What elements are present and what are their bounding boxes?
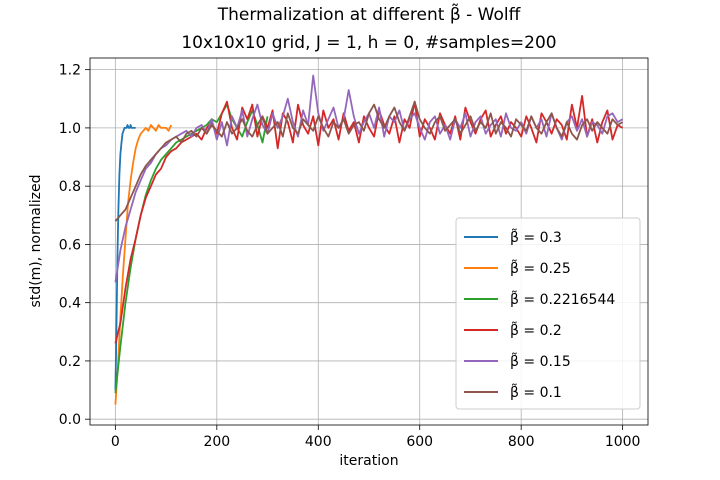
- x-tick-label: 200: [203, 434, 230, 450]
- y-tick-label: 1.2: [59, 63, 81, 79]
- legend-label-1: β̃ = 0.25: [510, 259, 571, 277]
- y-tick-label: 0.4: [59, 296, 81, 312]
- series-layer: [114, 74, 624, 405]
- legend-label-5: β̃ = 0.1: [510, 383, 562, 401]
- legend-label-4: β̃ = 0.15: [510, 352, 571, 370]
- legend-box: [455, 217, 641, 410]
- y-tick-label: 0.0: [59, 412, 81, 428]
- y-tick-label: 1.0: [59, 121, 81, 137]
- legend-label-3: β̃ = 0.2: [510, 321, 562, 339]
- y-tick-label: 0.2: [59, 354, 81, 370]
- chart-title-line1: Thermalization at different β̃ - Wolff: [217, 3, 522, 25]
- x-tick-label: 400: [305, 434, 332, 450]
- legend-label-2: β̃ = 0.2216544: [510, 290, 615, 308]
- series-line-0: [114, 124, 136, 391]
- series-line-3: [114, 95, 624, 344]
- y-axis-label: std(m), normalized: [28, 175, 44, 308]
- x-axis-label: iteration: [339, 453, 398, 469]
- x-tick-label: 1000: [605, 434, 641, 450]
- tick-layer: 0 200 400 600 800 1000 0.0 0.2 0.4 0.6 0.8 1.0 1.2: [59, 63, 641, 450]
- series-line-5: [114, 100, 624, 222]
- x-tick-label: 0: [111, 434, 120, 450]
- plot-frame: [89, 57, 649, 426]
- legend: β̃ = 0.3 β̃ = 0.25 β̃ = 0.2216544 β̃ = 0.2 β…: [455, 217, 641, 410]
- series-line-1: [114, 124, 173, 405]
- chart-title-line2: 10x10x10 grid, J = 1, h = 0, #samples=20…: [181, 33, 556, 53]
- legend-label-0: β̃ = 0.3: [510, 228, 562, 246]
- x-tick-label: 800: [508, 434, 535, 450]
- y-tick-label: 0.8: [59, 179, 81, 195]
- x-tick-label: 600: [406, 434, 433, 450]
- y-tick-label: 0.6: [59, 237, 81, 253]
